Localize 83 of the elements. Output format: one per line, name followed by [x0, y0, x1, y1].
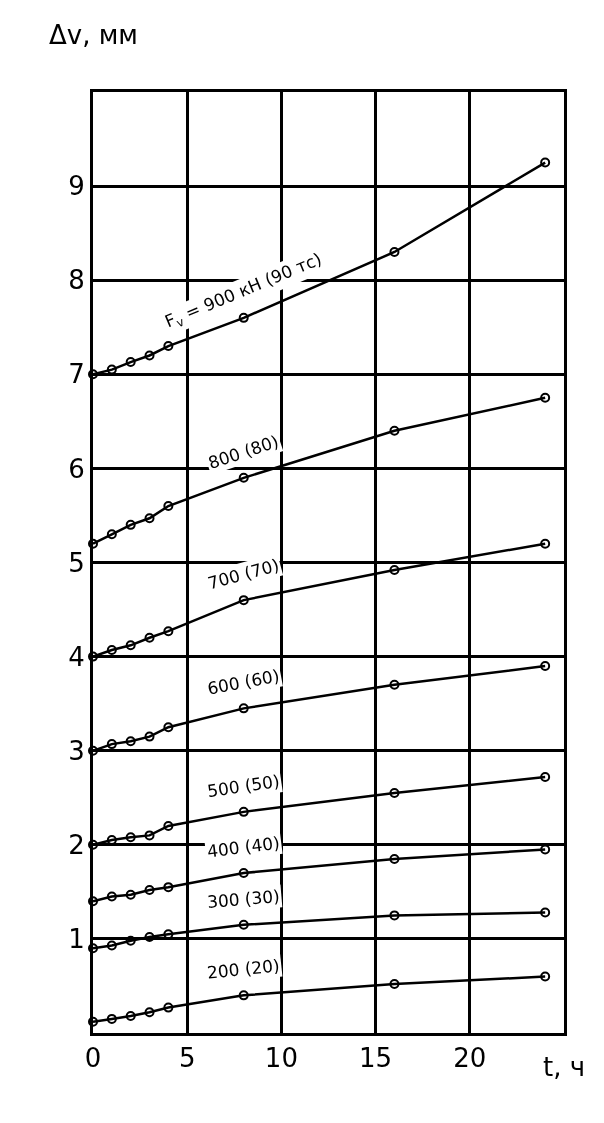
point	[238, 990, 249, 1001]
point	[540, 661, 551, 672]
point	[144, 350, 155, 361]
point	[238, 312, 249, 323]
point	[540, 971, 551, 982]
x-tick-label: 20	[453, 1043, 487, 1074]
point	[125, 640, 136, 651]
point	[106, 940, 117, 951]
point	[144, 932, 155, 943]
point	[238, 868, 249, 879]
point	[540, 907, 551, 918]
point	[144, 513, 155, 524]
y-tick-label: 6	[68, 453, 85, 484]
point	[88, 943, 98, 954]
point	[88, 538, 98, 549]
x-tick-label: 0	[84, 1043, 102, 1074]
x-tick-label: 10	[264, 1043, 298, 1074]
y-tick-label: 8	[68, 265, 85, 296]
series-label: 300 (30)	[206, 886, 281, 913]
point	[125, 832, 136, 843]
point	[144, 1007, 155, 1018]
point	[163, 626, 174, 637]
point	[238, 806, 249, 817]
point	[540, 392, 551, 403]
x-tick-label: 5	[178, 1043, 196, 1074]
y-tick-label: 9	[68, 171, 85, 202]
point	[88, 651, 98, 662]
point	[163, 820, 174, 831]
point	[88, 369, 98, 380]
point	[389, 788, 400, 799]
point	[125, 935, 136, 946]
point	[144, 731, 155, 742]
point	[389, 425, 400, 436]
y-tick-label: 1	[68, 924, 85, 954]
y-axis-title: Δv, мм	[49, 20, 138, 50]
text: 600 (60)	[205, 665, 281, 699]
point	[125, 519, 136, 530]
point	[88, 745, 98, 756]
point	[163, 882, 174, 893]
point	[88, 896, 98, 907]
y-tick-label: 5	[68, 547, 85, 578]
point	[389, 979, 400, 990]
text: 200 (20)	[206, 955, 281, 983]
point	[106, 891, 117, 902]
point	[238, 595, 249, 606]
text: 800 (80)	[205, 431, 282, 474]
point	[163, 1002, 174, 1013]
point	[163, 722, 174, 733]
point	[540, 538, 551, 549]
point	[163, 501, 174, 512]
point	[163, 341, 174, 352]
x-axis-title: t, ч	[543, 1052, 586, 1082]
point	[106, 1013, 117, 1024]
text: 500 (50)	[205, 770, 281, 802]
point	[540, 772, 551, 783]
point	[238, 472, 249, 483]
y-tick-label: 7	[68, 359, 85, 390]
point	[389, 910, 400, 921]
point	[389, 565, 400, 576]
point	[88, 1016, 98, 1027]
point	[106, 645, 117, 656]
point	[125, 1011, 136, 1022]
point	[125, 889, 136, 900]
point	[144, 632, 155, 643]
point	[106, 739, 117, 750]
point	[238, 703, 249, 714]
point	[238, 919, 249, 930]
point	[88, 839, 98, 850]
point	[144, 830, 155, 841]
point	[106, 529, 117, 540]
text: 700 (70)	[205, 554, 282, 594]
x-tick-label: 15	[359, 1043, 393, 1074]
point	[125, 357, 136, 368]
y-tick-label: 2	[68, 829, 85, 860]
point	[144, 884, 155, 895]
y-tick-label: 4	[68, 641, 85, 672]
point	[389, 853, 400, 864]
point	[389, 679, 400, 690]
y-tick-label: 3	[68, 735, 85, 766]
point	[125, 736, 136, 747]
point	[389, 246, 400, 257]
point	[540, 157, 551, 168]
text: 400 (40)	[206, 832, 281, 862]
